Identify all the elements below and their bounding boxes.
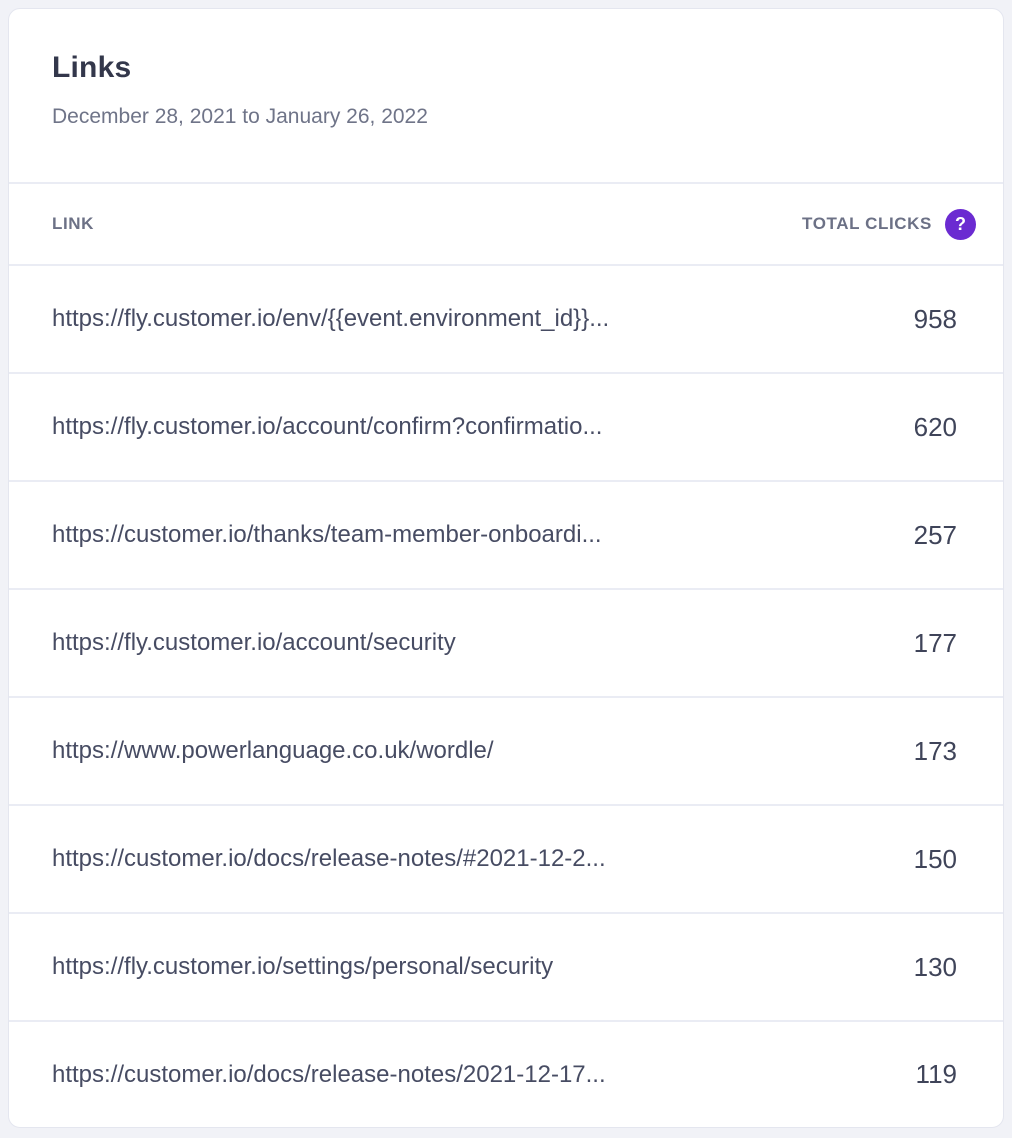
link-url: https://www.powerlanguage.co.uk/wordle/ — [52, 737, 494, 764]
total-clicks-value: 177 — [913, 627, 957, 658]
table-row: https://customer.io/docs/release-notes/#… — [9, 806, 1003, 914]
links-card: Links December 28, 2021 to January 26, 2… — [8, 8, 1004, 1128]
table-row: https://fly.customer.io/settings/persona… — [9, 914, 1003, 1022]
total-clicks-value: 958 — [913, 303, 957, 334]
link-url: https://customer.io/docs/release-notes/#… — [52, 845, 606, 872]
total-clicks-value: 130 — [913, 951, 957, 982]
table-row: https://fly.customer.io/env/{{event.envi… — [9, 266, 1003, 374]
link-url: https://fly.customer.io/account/confirm?… — [52, 413, 603, 440]
total-clicks-value: 173 — [913, 735, 957, 766]
table-header-right: TOTAL CLICKS ? — [802, 208, 976, 240]
table-header: LINK TOTAL CLICKS ? — [9, 182, 1003, 266]
date-range: December 28, 2021 to January 26, 2022 — [52, 105, 428, 128]
link-url: https://customer.io/docs/release-notes/2… — [52, 1060, 606, 1088]
column-header-link: LINK — [52, 214, 95, 233]
link-url: https://fly.customer.io/account/security — [52, 629, 456, 656]
table-body: https://fly.customer.io/env/{{event.envi… — [9, 266, 1003, 1127]
total-clicks-value: 257 — [913, 519, 957, 550]
table-row: https://fly.customer.io/account/security… — [9, 590, 1003, 698]
table-row: https://customer.io/docs/release-notes/2… — [9, 1022, 1003, 1127]
total-clicks-value: 620 — [913, 411, 957, 442]
link-url: https://fly.customer.io/settings/persona… — [52, 953, 554, 980]
page-title: Links — [52, 51, 132, 84]
link-url: https://customer.io/thanks/team-member-o… — [52, 521, 602, 548]
help-icon[interactable]: ? — [945, 208, 976, 240]
table-row: https://customer.io/thanks/team-member-o… — [9, 482, 1003, 590]
table-row: https://fly.customer.io/account/confirm?… — [9, 374, 1003, 482]
total-clicks-value: 119 — [915, 1059, 957, 1089]
card-header: Links December 28, 2021 to January 26, 2… — [9, 9, 1003, 182]
link-url: https://fly.customer.io/env/{{event.envi… — [52, 305, 610, 332]
column-header-total-clicks: TOTAL CLICKS — [802, 214, 932, 233]
table-row: https://www.powerlanguage.co.uk/wordle/ … — [9, 698, 1003, 806]
total-clicks-value: 150 — [913, 843, 957, 874]
